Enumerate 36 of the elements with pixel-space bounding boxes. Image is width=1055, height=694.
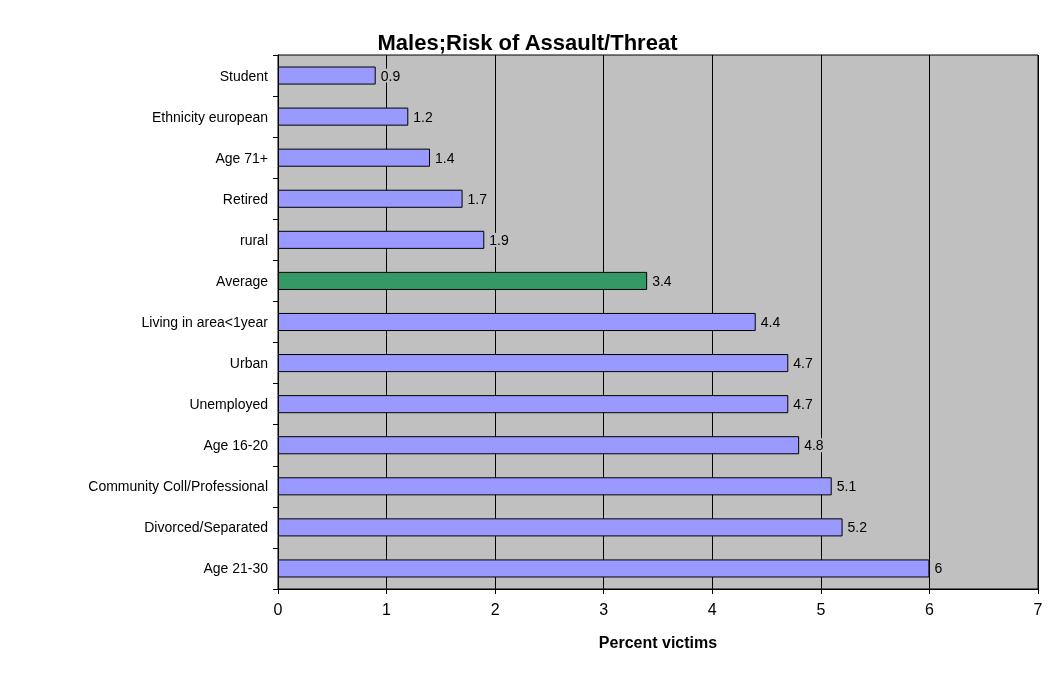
y-tick-label: Community Coll/Professional (88, 478, 268, 495)
x-tick-label: 3 (599, 600, 609, 618)
data-label: 1.2 (413, 108, 433, 125)
y-tick-label: Living in area<1year (141, 314, 269, 330)
y-tick-label: Unemployed (189, 396, 268, 413)
data-label: 1.9 (489, 231, 509, 248)
y-tick-label: Age 16-20 (203, 437, 269, 454)
data-label: 5.1 (836, 478, 857, 495)
data-label: 6 (934, 560, 943, 577)
data-label: 4.7 (793, 396, 813, 413)
x-tick-label: 7 (1033, 600, 1043, 618)
x-tick-label: 6 (924, 600, 934, 618)
data-label: 0.9 (380, 67, 401, 84)
y-tick-label: Ethnicity european (152, 108, 268, 125)
data-label: 1.4 (435, 149, 455, 166)
x-tick-label: 1 (382, 600, 392, 618)
x-tick-label: 2 (490, 600, 500, 618)
data-label: 4.7 (793, 355, 813, 372)
x-tick-label: 5 (816, 600, 826, 618)
x-axis-title: Percent victims (598, 633, 718, 651)
data-label: 1.7 (467, 190, 488, 207)
x-tick-label: 4 (707, 600, 717, 618)
data-label: 4.4 (760, 314, 781, 330)
y-tick-label: Urban (229, 355, 268, 372)
data-label: 3.4 (652, 272, 672, 289)
y-tick-label: Divorced/Separated (144, 519, 268, 536)
data-label: 4.8 (804, 437, 824, 454)
y-tick-label: Average (216, 272, 269, 289)
y-tick-label: Retired (222, 190, 268, 207)
chart-title: Males;Risk of Assault/Threat (377, 29, 679, 55)
y-tick-label: rural (239, 231, 268, 248)
x-tick-label: 0 (273, 600, 283, 618)
y-tick-label: Age 71+ (215, 149, 268, 166)
data-label: 5.2 (847, 519, 868, 536)
y-tick-label: Student (219, 67, 269, 84)
y-tick-label: Age 21-30 (203, 560, 269, 577)
